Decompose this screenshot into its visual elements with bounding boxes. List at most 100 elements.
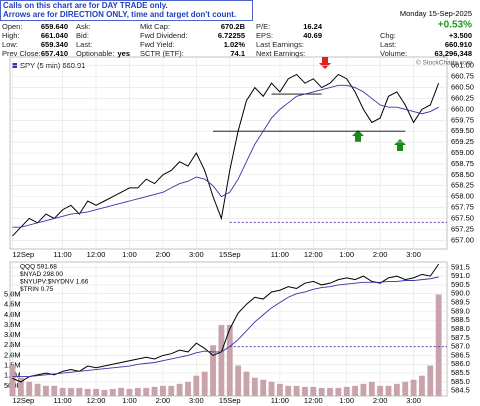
quote-label: High: — [2, 31, 20, 40]
quote-label: Chg: — [380, 31, 396, 40]
volume-bar — [335, 387, 342, 396]
x-tick-label: 15Sep — [219, 396, 241, 405]
x-tick-label: 3:00 — [189, 396, 204, 405]
y-tick-label: 659.50 — [451, 126, 474, 135]
y-tick-label: 657.00 — [451, 235, 474, 244]
volume-bar — [251, 377, 258, 396]
volume-bar — [302, 386, 308, 396]
y-tick-label: 588.5 — [451, 315, 470, 324]
volume-bar — [193, 375, 200, 396]
quote-value: 659.340 — [41, 40, 68, 49]
volume-bar — [218, 324, 225, 396]
quote-value: 74.1 — [230, 49, 245, 58]
volume-bar — [260, 379, 267, 396]
volume-bar — [134, 387, 141, 396]
quote-value: 1.02% — [224, 40, 246, 49]
quote-value: 661.040 — [41, 31, 68, 40]
volume-bar — [243, 371, 250, 396]
quote-value: yes — [117, 49, 130, 58]
up-arrow — [352, 130, 364, 142]
volume-bar — [51, 385, 58, 396]
volume-bar — [168, 385, 175, 396]
volume-bar — [126, 388, 133, 396]
volume-bar — [318, 387, 325, 396]
quote-value: 40.69 — [303, 31, 322, 40]
quote-label: Fwd Yield: — [140, 40, 175, 49]
legend-text: QQQ 591.68 — [20, 264, 57, 271]
volume-bar — [343, 386, 350, 396]
watermark: © StockCharts.com — [416, 59, 472, 67]
volume-bar — [185, 381, 191, 396]
volume-bar — [101, 389, 108, 396]
volume-bar — [377, 385, 384, 396]
x-tick-label: 3:00 — [189, 250, 204, 259]
volume-bar — [235, 365, 242, 396]
x-tick-label: 1:00 — [339, 250, 354, 259]
x-tick-label: 3:00 — [406, 396, 421, 405]
note-line: Calls on this chart are for DAY TRADE on… — [3, 1, 168, 10]
y-tick-label: 587.0 — [451, 342, 470, 351]
volume-bar — [201, 371, 208, 396]
quote-label: Last: — [380, 40, 396, 49]
volume-bar — [68, 387, 74, 396]
y-tick-label: 587.5 — [451, 333, 470, 342]
quote-value: 6.72255 — [218, 31, 245, 40]
legend-text: $NYUPV:$NYDNV 1.66 — [20, 279, 89, 286]
y-tick-label: 590.0 — [451, 289, 470, 298]
x-tick-label: 12:00 — [87, 396, 106, 405]
y-tick-label: 585.0 — [451, 377, 470, 386]
y-tick-label: 586.5 — [451, 350, 470, 359]
legend-text: $NYAD 298.00 — [20, 271, 63, 278]
y-tick-label: 661.00 — [451, 61, 474, 70]
x-tick-label: 12Sep — [13, 250, 35, 259]
y-tick-label: 586.0 — [451, 359, 470, 368]
volume-bar — [385, 385, 392, 396]
note-line: Arrows are for DIRECTION ONLY, time and … — [3, 10, 236, 19]
volume-bar — [159, 385, 166, 396]
y-tick-label: 657.25 — [451, 224, 474, 233]
x-tick-label: 1:00 — [122, 396, 137, 405]
volume-bar — [310, 386, 317, 396]
volume-bar — [17, 377, 24, 396]
price-line — [12, 263, 440, 383]
quote-label: Prev Close: — [2, 49, 41, 58]
quote-label: Optionable: — [76, 49, 114, 58]
volume-bar — [402, 381, 409, 396]
quote-value: 16.24 — [303, 22, 323, 31]
quote-value: 670.2B — [221, 22, 246, 31]
y-tick-label: 589.0 — [451, 306, 470, 315]
y-tick-label: 658.00 — [451, 192, 474, 201]
y-tick-label: 657.75 — [451, 203, 474, 212]
x-tick-label: 2:00 — [373, 396, 388, 405]
volume-bar — [352, 385, 359, 396]
y-tick-label: 659.75 — [451, 115, 474, 124]
volume-bar — [43, 385, 49, 396]
y-tick-label: 588.0 — [451, 324, 470, 333]
y-tick-label: 658.25 — [451, 181, 474, 190]
volume-bar — [285, 385, 292, 396]
quote-label: P/E: — [256, 22, 270, 31]
quote-value: 660.910 — [445, 40, 472, 49]
volume-bar — [293, 385, 300, 396]
volume-bar — [34, 383, 41, 396]
volume-bar — [327, 387, 333, 396]
volume-bar — [210, 345, 216, 396]
volume-bar — [276, 383, 283, 396]
volume-bar — [427, 365, 434, 396]
y-tick-label: 658.75 — [451, 159, 474, 168]
quote-value: 657.410 — [41, 49, 68, 58]
quote-label: Last: — [76, 40, 92, 49]
y-tick-label: 585.5 — [451, 368, 470, 377]
x-tick-label: 11:00 — [271, 396, 289, 405]
x-tick-label: 3:00 — [406, 250, 421, 259]
y-tick-label: 660.00 — [451, 104, 474, 113]
quote-label: Ask: — [76, 22, 91, 31]
x-tick-label: 15Sep — [219, 250, 241, 259]
volume-bar — [226, 324, 233, 396]
volume-bar — [9, 365, 16, 396]
x-tick-label: 12:00 — [87, 250, 106, 259]
x-tick-label: 2:00 — [156, 396, 171, 405]
x-tick-label: 12:00 — [304, 396, 323, 405]
price-line — [12, 276, 439, 378]
